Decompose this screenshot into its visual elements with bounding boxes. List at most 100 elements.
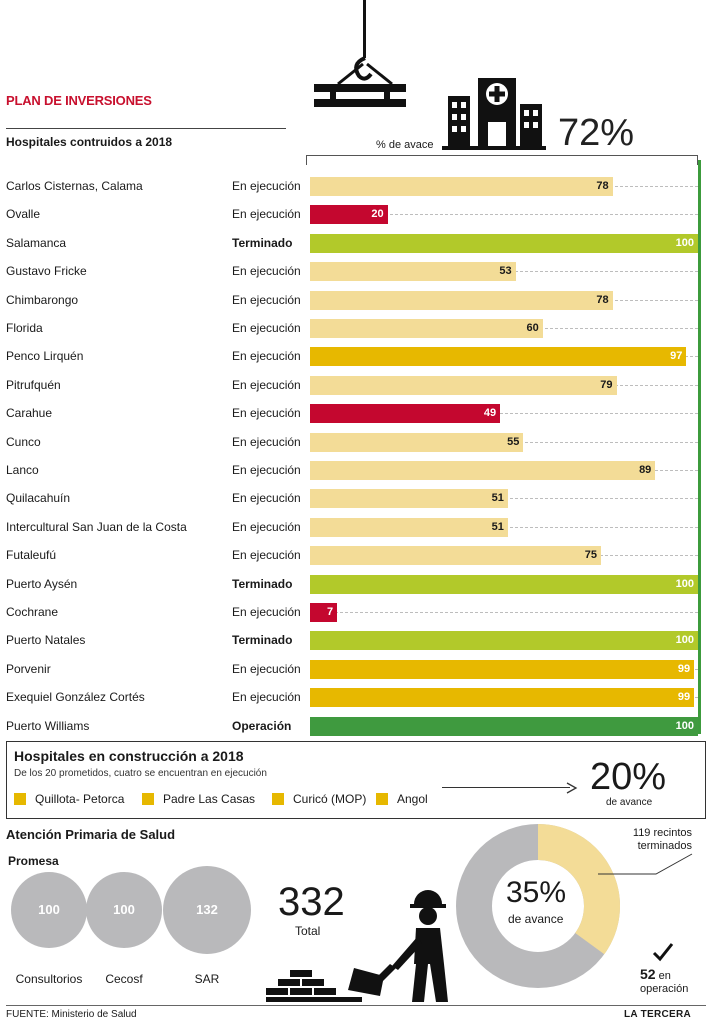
bar-value-label: 78 bbox=[569, 294, 609, 306]
construction-item: Padre Las Casas bbox=[142, 792, 255, 806]
hospital-status: En ejecución bbox=[232, 406, 301, 420]
hospital-row: Puerto Natales Terminado 100 bbox=[0, 626, 718, 654]
hospital-row: Lanco En ejecución 89 bbox=[0, 456, 718, 484]
hospital-name: Intercultural San Juan de la Costa bbox=[6, 520, 187, 534]
hospital-name: Ovalle bbox=[6, 207, 40, 221]
hospital-status: En ejecución bbox=[232, 264, 301, 278]
construction-progress-label: de avance bbox=[606, 797, 652, 808]
hospital-row: Porvenir En ejecución 99 bbox=[0, 655, 718, 683]
bar-value-label: 20 bbox=[344, 208, 384, 220]
bar-value-label: 78 bbox=[569, 180, 609, 192]
hospital-status: En ejecución bbox=[232, 435, 301, 449]
construction-subtitle: De los 20 prometidos, cuatro se encuentr… bbox=[14, 768, 267, 779]
hospital-name: Futaleufú bbox=[6, 548, 56, 562]
progress-bar bbox=[310, 717, 698, 736]
legend-swatch bbox=[376, 793, 388, 805]
hospital-status: Terminado bbox=[232, 236, 292, 250]
hospital-name: Cochrane bbox=[6, 605, 58, 619]
bar-value-label: 60 bbox=[499, 322, 539, 334]
checkmark-icon bbox=[652, 942, 674, 962]
hospital-status: En ejecución bbox=[232, 605, 301, 619]
bar-value-label: 100 bbox=[654, 237, 694, 249]
recintos-terminados: 119 recintos terminados bbox=[616, 827, 692, 853]
hospital-name: Cunco bbox=[6, 435, 41, 449]
progress-bar bbox=[310, 461, 655, 480]
hospital-row: Carlos Cisternas, Calama En ejecución 78 bbox=[0, 172, 718, 200]
hospital-name: Pitrufquén bbox=[6, 378, 61, 392]
hospital-row: Exequiel González Cortés En ejecución 99 bbox=[0, 683, 718, 711]
total-progress-value: 72% bbox=[558, 112, 634, 155]
hospital-status: En ejecución bbox=[232, 463, 301, 477]
hospital-row: Pitrufquén En ejecución 79 bbox=[0, 371, 718, 399]
hospital-status: En ejecución bbox=[232, 207, 301, 221]
hospital-row: Puerto Williams Operación 100 bbox=[0, 712, 718, 740]
construction-progress-value: 20% bbox=[590, 756, 666, 799]
hospital-name: Chimbarongo bbox=[6, 293, 78, 307]
circle-consultorios: 100 bbox=[11, 872, 87, 948]
hospital-name: Puerto Aysén bbox=[6, 577, 77, 591]
pct-axis-label: % de avace bbox=[376, 139, 433, 151]
progress-bar bbox=[310, 688, 694, 707]
bar-value-label: 55 bbox=[479, 436, 519, 448]
bar-value-label: 99 bbox=[650, 691, 690, 703]
hospital-name: Porvenir bbox=[6, 662, 51, 676]
hospital-status: En ejecución bbox=[232, 321, 301, 335]
bar-value-label: 97 bbox=[642, 350, 682, 362]
hospital-row: Penco Lirquén En ejecución 97 bbox=[0, 342, 718, 370]
hospital-row: Intercultural San Juan de la Costa En eje… bbox=[0, 513, 718, 541]
hospital-building-icon bbox=[440, 74, 546, 150]
hospital-name: Puerto Natales bbox=[6, 633, 85, 647]
hospital-row: Futaleufú En ejecución 75 bbox=[0, 541, 718, 569]
hospital-name: Exequiel González Cortés bbox=[6, 690, 145, 704]
legend-swatch bbox=[272, 793, 284, 805]
hospital-row: Carahue En ejecución 49 bbox=[0, 399, 718, 427]
hospital-status: En ejecución bbox=[232, 662, 301, 676]
hospital-name: Florida bbox=[6, 321, 43, 335]
operacion-label: operación bbox=[640, 983, 688, 996]
construction-item-label: Angol bbox=[397, 792, 428, 806]
bar-value-label: 53 bbox=[472, 265, 512, 277]
bar-value-label: 7 bbox=[293, 606, 333, 618]
hospital-row: Salamanca Terminado 100 bbox=[0, 229, 718, 257]
operacion-number: 52 bbox=[640, 966, 656, 982]
circle-label-consultorios: Consultorios bbox=[6, 972, 92, 986]
progress-bar bbox=[310, 376, 617, 395]
hospital-row: Ovalle En ejecución 20 bbox=[0, 200, 718, 228]
promesa-label: Promesa bbox=[8, 854, 59, 868]
hospital-status: En ejecución bbox=[232, 690, 301, 704]
bar-value-label: 89 bbox=[611, 464, 651, 476]
hospital-status: En ejecución bbox=[232, 491, 301, 505]
hospital-status: Terminado bbox=[232, 633, 292, 647]
hospital-status: Terminado bbox=[232, 577, 292, 591]
construction-item: Curicó (MOP) bbox=[272, 792, 366, 806]
bar-value-label: 100 bbox=[654, 720, 694, 732]
hospital-row: Florida En ejecución 60 bbox=[0, 314, 718, 342]
hospital-name: Penco Lirquén bbox=[6, 349, 83, 363]
progress-bar bbox=[310, 660, 694, 679]
leader-line bbox=[596, 852, 696, 876]
hospital-row: Cochrane En ejecución 7 bbox=[0, 598, 718, 626]
hospital-row: Cunco En ejecución 55 bbox=[0, 428, 718, 456]
bar-value-label: 51 bbox=[464, 492, 504, 504]
circle-label-cecosf: Cecosf bbox=[86, 972, 162, 986]
construction-worker-icon bbox=[264, 886, 464, 1004]
hospital-status: En ejecución bbox=[232, 378, 301, 392]
construction-item: Angol bbox=[376, 792, 428, 806]
hospital-name: Salamanca bbox=[6, 236, 66, 250]
circle-cecosf: 100 bbox=[86, 872, 162, 948]
donut-percent-text: 35% bbox=[506, 876, 566, 910]
circle-label-sar: SAR bbox=[163, 972, 251, 986]
arrow-line bbox=[442, 787, 570, 788]
brand-text: LA TERCERA bbox=[624, 1009, 691, 1020]
hospital-status: Operación bbox=[232, 719, 291, 733]
construction-item-label: Padre Las Casas bbox=[163, 792, 255, 806]
arrow-right-icon bbox=[566, 782, 578, 794]
hospital-name: Carahue bbox=[6, 406, 52, 420]
progress-bar bbox=[310, 234, 698, 253]
hospital-status: En ejecución bbox=[232, 293, 301, 307]
progress-bar bbox=[310, 291, 613, 310]
progress-bar bbox=[310, 631, 698, 650]
hospital-status: En ejecución bbox=[232, 179, 301, 193]
axis-bracket bbox=[306, 155, 698, 165]
hospitals-built-title: Hospitales contruidos a 2018 bbox=[6, 135, 172, 149]
